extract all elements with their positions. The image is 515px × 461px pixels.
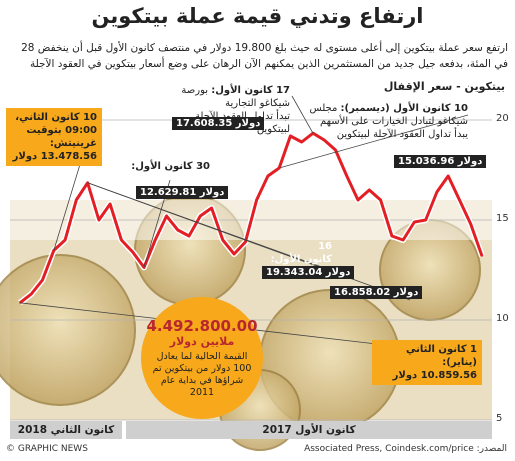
coin-0 [0,254,136,406]
price-point-37 [64,239,66,241]
footer-credit: © GRAPHIC NEWS [6,444,88,454]
price-point-39 [41,279,44,281]
callout-description: القيمة الحالية لما يعادل 100 دولار من بي… [152,351,252,398]
price-point-6 [413,221,416,223]
price-point-1 [469,223,472,225]
annotation-dec16b-value: 16.858.02 دولار [330,286,423,299]
price-point-4 [436,191,438,193]
y-tick-15: 15 [496,213,509,224]
price-point-40 [30,293,33,295]
price-point-12 [345,175,348,177]
connector-3 [279,114,469,169]
intro-text: ارتفع سعر عملة بيتكوين إلى أعلى مستوى له… [21,42,508,70]
price-point-26 [188,235,190,237]
annotation-dec17-value: 17.608.35 دولار [172,117,265,130]
y-tick-5: 5 [496,413,503,424]
price-point-9 [379,199,382,201]
price-point-25 [199,215,202,217]
price-point-8 [391,235,393,237]
price-point-3 [447,175,449,177]
annotation-dec10-value: 15.036.96 دولار [394,155,487,168]
price-point-21 [244,241,247,243]
investment-callout: 4.492.800.00 ملايين دولار القيمة الحالية… [141,297,263,419]
annotation-dec17: 17 كانون الأول: بورصة شيكاغو التجارية تب… [181,85,290,135]
connector-5 [87,182,411,301]
price-point-13 [334,149,337,151]
price-point-34 [98,219,100,221]
price-point-16 [300,141,303,143]
price-point-28 [165,215,168,217]
price-point-2 [458,199,461,201]
footer-source: المصدر: Associated Press, Coindesk.com/p… [304,444,507,454]
annotation-dec16: 16 كانون الأول: [270,241,332,265]
price-point-31 [131,251,134,253]
x-band-2017: كانون الأول 2017 [126,421,492,439]
price-point-5 [424,219,427,221]
annotation-dec30: 30 كانون الأول: [131,161,210,172]
price-point-23 [222,239,224,241]
price-point-14 [323,139,326,141]
price-point-33 [109,203,111,205]
price-point-36 [75,199,78,201]
price-point-17 [289,135,292,137]
connector-2 [291,95,314,134]
annotation-jan1: 1 كانون الثاني (يناير): 10.859.56 دولار [372,340,482,385]
annotation-dec30-value: 12.629.81 دولار [136,186,229,199]
callout-value: 4.492.800.00 [146,317,258,335]
price-point-19 [267,175,269,177]
annotation-dec16-value: 19.343.04 دولار [262,266,355,279]
price-point-7 [402,239,404,241]
price-point-0 [481,255,483,257]
price-series-line [19,131,484,304]
price-point-24 [210,207,213,209]
y-tick-10: 10 [496,313,509,324]
price-point-20 [255,199,258,201]
price-point-32 [120,239,123,241]
y-tick-20: 20 [496,113,509,124]
annotation-dec10: 10 كانون الأول (ديسمبر): مجلس شيكاغو لتب… [309,103,468,140]
x-band-2018: كانون الثاني 2018 [10,421,122,439]
callout-unit: ملايين دولار [169,335,235,348]
price-point-27 [176,229,179,231]
series-label: بيتكوين - سعر الإقفال [383,80,505,93]
annotation-jan10: 10 كانون الثاني، 09:00 بتوقيت غرينيتش: 1… [6,108,102,166]
price-point-11 [357,199,359,201]
page-title: ارتفاع وتدني قيمة عملة بيتكوين [91,4,424,28]
price-point-22 [233,253,235,255]
price-point-10 [368,189,371,191]
price-point-29 [154,239,157,241]
